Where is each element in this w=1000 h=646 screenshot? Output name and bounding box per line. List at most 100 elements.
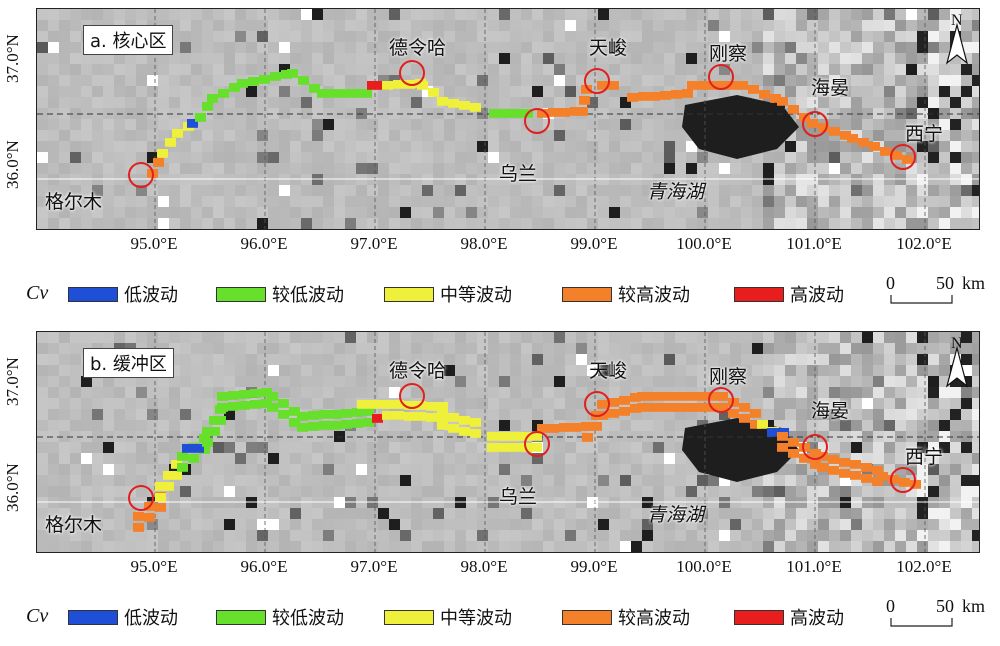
raster-cell <box>268 464 279 475</box>
raster-cell <box>279 20 290 31</box>
raster-cell <box>620 130 631 141</box>
raster-cell <box>785 409 796 420</box>
raster-cell <box>92 552 103 553</box>
raster-cell <box>433 20 444 31</box>
raster-cell <box>213 53 224 64</box>
raster-cell <box>576 343 587 354</box>
raster-cell <box>521 229 532 230</box>
raster-cell <box>565 354 576 365</box>
raster-cell <box>59 442 70 453</box>
legend-swatch-medium <box>384 610 434 625</box>
raster-cell <box>510 420 521 431</box>
raster-cell <box>565 152 576 163</box>
raster-cell <box>411 31 422 42</box>
raster-cell <box>642 229 653 230</box>
raster-cell <box>807 431 818 442</box>
raster-cell <box>444 519 455 530</box>
raster-cell <box>455 130 466 141</box>
raster-cell <box>587 508 598 519</box>
raster-cell <box>818 218 829 229</box>
panel-title: a. 核心区 <box>83 25 174 55</box>
raster-cell <box>829 442 840 453</box>
raster-cell <box>81 519 92 530</box>
raster-cell <box>92 431 103 442</box>
raster-cell <box>587 42 598 53</box>
raster-cell <box>246 152 257 163</box>
raster-cell <box>499 332 510 343</box>
raster-cell <box>81 420 92 431</box>
raster-cell <box>268 218 279 229</box>
raster-cell <box>444 130 455 141</box>
route-cell-lower <box>229 83 240 92</box>
raster-cell <box>334 9 345 20</box>
raster-cell <box>796 218 807 229</box>
raster-cell <box>224 119 235 130</box>
raster-cell <box>620 376 631 387</box>
raster-cell <box>576 486 587 497</box>
raster-cell <box>796 541 807 552</box>
raster-cell <box>686 229 697 230</box>
raster-cell <box>81 185 92 196</box>
raster-cell <box>796 508 807 519</box>
raster-cell <box>213 20 224 31</box>
raster-cell <box>730 229 741 230</box>
raster-cell <box>906 64 917 75</box>
raster-cell <box>312 453 323 464</box>
raster-cell <box>70 486 81 497</box>
legend-label-higher: 较高波动 <box>618 285 690 306</box>
railway-cv-route <box>147 69 913 178</box>
raster-cell <box>686 409 697 420</box>
raster-cell <box>389 141 400 152</box>
raster-cell <box>301 530 312 541</box>
raster-cell <box>895 97 906 108</box>
raster-cell <box>851 530 862 541</box>
route-cell-higher <box>619 396 630 405</box>
raster-cell <box>224 75 235 86</box>
route-cell-higher <box>637 392 648 401</box>
raster-cell <box>840 354 851 365</box>
raster-cell <box>48 541 59 552</box>
raster-cell <box>158 75 169 86</box>
raster-cell <box>598 152 609 163</box>
raster-cell <box>664 229 675 230</box>
raster-cell <box>829 343 840 354</box>
raster-cell <box>290 207 301 218</box>
raster-cell <box>829 218 840 229</box>
raster-cell <box>884 332 895 343</box>
raster-cell <box>433 75 444 86</box>
raster-cell <box>378 185 389 196</box>
raster-cell <box>895 31 906 42</box>
raster-cell <box>752 343 763 354</box>
route-cell-higher <box>681 403 692 412</box>
raster-cell <box>697 475 708 486</box>
route-cell-higher <box>608 81 619 90</box>
raster-cell <box>543 229 554 230</box>
raster-cell <box>169 387 180 398</box>
raster-cell <box>125 64 136 75</box>
raster-cell <box>422 108 433 119</box>
raster-cell <box>433 196 444 207</box>
raster-cell <box>906 409 917 420</box>
route-cell-medium <box>509 432 520 441</box>
raster-cell <box>697 354 708 365</box>
raster-cell <box>686 420 697 431</box>
raster-cell <box>917 376 928 387</box>
route-cell-medium <box>531 443 542 452</box>
raster-cell <box>48 464 59 475</box>
raster-cell <box>906 75 917 86</box>
raster-cell <box>422 464 433 475</box>
raster-cell <box>917 519 928 530</box>
raster-cell <box>334 53 345 64</box>
raster-cell <box>235 530 246 541</box>
raster-cell <box>499 486 510 497</box>
raster-cell <box>48 86 59 97</box>
raster-cell <box>466 64 477 75</box>
route-cell-medium <box>163 482 174 491</box>
raster-cell <box>631 541 642 552</box>
city-marker-tianjun <box>584 68 610 94</box>
raster-cell <box>400 343 411 354</box>
raster-cell <box>70 207 81 218</box>
raster-cell <box>840 185 851 196</box>
raster-cell <box>312 552 323 553</box>
raster-cell <box>378 9 389 20</box>
